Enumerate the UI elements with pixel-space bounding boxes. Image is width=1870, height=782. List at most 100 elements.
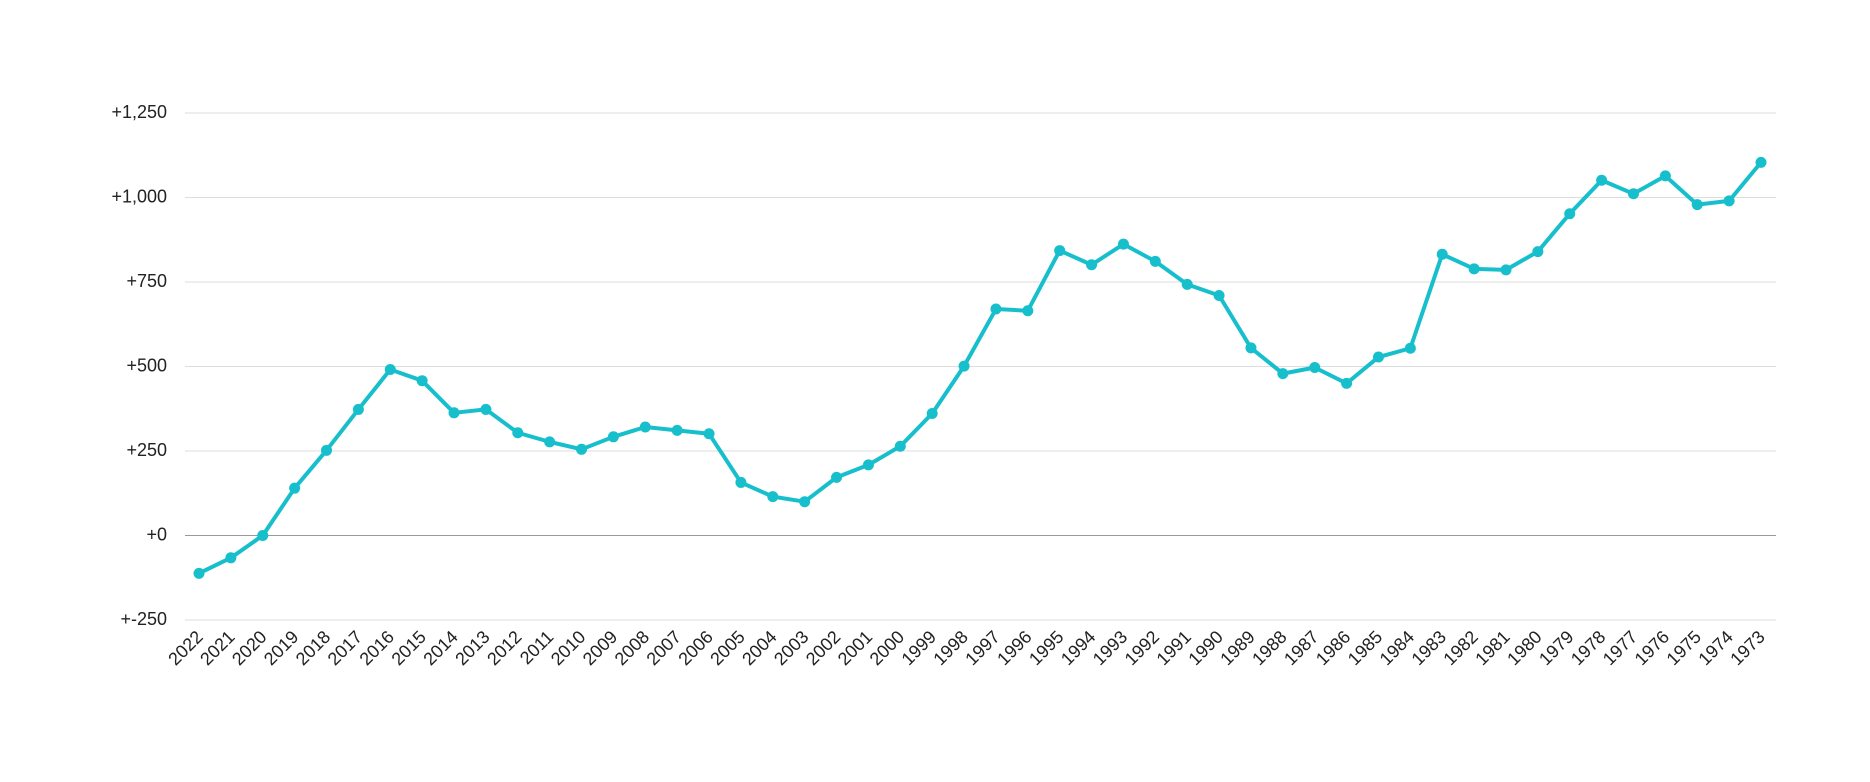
data-point <box>990 303 1002 315</box>
data-point <box>1500 264 1512 276</box>
x-tick-label: 1995 <box>1025 627 1067 669</box>
data-point <box>894 440 906 452</box>
x-tick-label: 1981 <box>1471 627 1513 669</box>
data-point <box>735 476 747 488</box>
data-point <box>1532 246 1544 258</box>
data-point <box>639 421 651 433</box>
data-point <box>512 427 524 439</box>
x-tick-label: 1982 <box>1439 627 1481 669</box>
data-point <box>544 436 556 448</box>
data-point <box>1086 259 1098 271</box>
series-line <box>197 160 1763 576</box>
x-tick-label: 1984 <box>1376 627 1418 669</box>
data-point <box>225 552 237 564</box>
x-tick-label: 1973 <box>1726 627 1768 669</box>
x-tick-label: 1996 <box>993 627 1035 669</box>
data-point <box>926 407 938 419</box>
x-tick-label: 2011 <box>516 627 558 669</box>
data-point <box>1404 342 1416 354</box>
data-point <box>1564 208 1576 220</box>
x-tick-label: 2014 <box>419 627 461 669</box>
x-tick-label: 1977 <box>1599 627 1641 669</box>
x-tick-label: 1976 <box>1631 627 1673 669</box>
x-tick-label: 1989 <box>1216 627 1258 669</box>
x-tick-label: 1979 <box>1535 627 1577 669</box>
data-point <box>1691 199 1703 211</box>
x-tick-label: 1991 <box>1153 627 1195 669</box>
x-tick-label: 2016 <box>356 627 398 669</box>
x-tick-label: 2007 <box>643 627 685 669</box>
x-axis-tick-labels: 2022202120202019201820172016201520142013… <box>164 627 1768 669</box>
x-tick-label: 2018 <box>292 627 334 669</box>
data-point <box>1245 342 1257 354</box>
y-tick-label: +750 <box>126 271 167 291</box>
data-point <box>1627 188 1639 200</box>
data-point <box>862 459 874 471</box>
x-tick-label: 2000 <box>866 627 908 669</box>
x-tick-label: 1985 <box>1344 627 1386 669</box>
data-point <box>1755 156 1767 168</box>
x-tick-label: 2003 <box>770 627 812 669</box>
y-tick-label: +0 <box>146 524 167 544</box>
x-tick-label: 1978 <box>1567 627 1609 669</box>
x-tick-label: 2002 <box>802 627 844 669</box>
data-point <box>1149 255 1161 267</box>
data-point <box>321 444 333 456</box>
data-point <box>1596 174 1608 186</box>
x-tick-label: 1986 <box>1312 627 1354 669</box>
data-point <box>1022 305 1034 317</box>
x-tick-label: 1997 <box>961 627 1003 669</box>
x-tick-label: 1987 <box>1280 627 1322 669</box>
data-point <box>352 403 364 415</box>
x-tick-label: 1993 <box>1089 627 1131 669</box>
data-point <box>799 496 811 508</box>
x-tick-label: 1994 <box>1057 627 1099 669</box>
series-layer <box>193 156 1767 579</box>
data-point <box>1309 362 1321 374</box>
data-point <box>1436 248 1448 260</box>
data-point <box>1372 351 1384 363</box>
x-tick-label: 2008 <box>611 627 653 669</box>
x-tick-label: 2021 <box>196 627 238 669</box>
x-tick-label: 2005 <box>706 627 748 669</box>
data-point <box>1341 377 1353 389</box>
y-tick-label: +500 <box>126 355 167 375</box>
data-point <box>384 364 396 376</box>
y-axis-tick-labels: +-250 +0 +250 +500 +750 +1,000 +1,250 <box>111 102 167 629</box>
data-point <box>1181 278 1193 290</box>
data-point <box>1723 195 1735 207</box>
x-tick-label: 1980 <box>1503 627 1545 669</box>
x-tick-label: 2006 <box>674 627 716 669</box>
x-tick-label: 2001 <box>834 627 876 669</box>
x-tick-label: 2019 <box>260 627 302 669</box>
x-tick-label: 2010 <box>547 627 589 669</box>
data-point <box>767 491 779 503</box>
x-tick-label: 1983 <box>1408 627 1450 669</box>
data-point <box>416 375 428 387</box>
x-tick-label: 1988 <box>1248 627 1290 669</box>
x-tick-label: 1999 <box>898 627 940 669</box>
x-tick-label: 1975 <box>1663 627 1705 669</box>
y-tick-label: +1,250 <box>111 102 167 122</box>
x-tick-label: 2013 <box>451 627 493 669</box>
data-point <box>1213 290 1225 302</box>
data-point <box>576 443 588 455</box>
data-point <box>1468 263 1480 275</box>
x-tick-label: 2015 <box>388 627 430 669</box>
x-tick-label: 2017 <box>324 627 366 669</box>
data-point <box>193 567 205 579</box>
data-point <box>257 530 269 541</box>
data-point <box>448 407 460 419</box>
y-tick-label: +-250 <box>120 609 167 629</box>
data-point <box>1659 170 1671 182</box>
data-point <box>1054 245 1066 257</box>
x-tick-label: 1974 <box>1694 627 1736 669</box>
gridlines <box>185 112 1776 621</box>
x-tick-label: 1990 <box>1184 627 1226 669</box>
x-tick-label: 2020 <box>228 627 270 669</box>
data-point <box>607 431 619 443</box>
data-point <box>671 424 683 436</box>
x-tick-label: 2009 <box>579 627 621 669</box>
data-point <box>480 403 492 415</box>
